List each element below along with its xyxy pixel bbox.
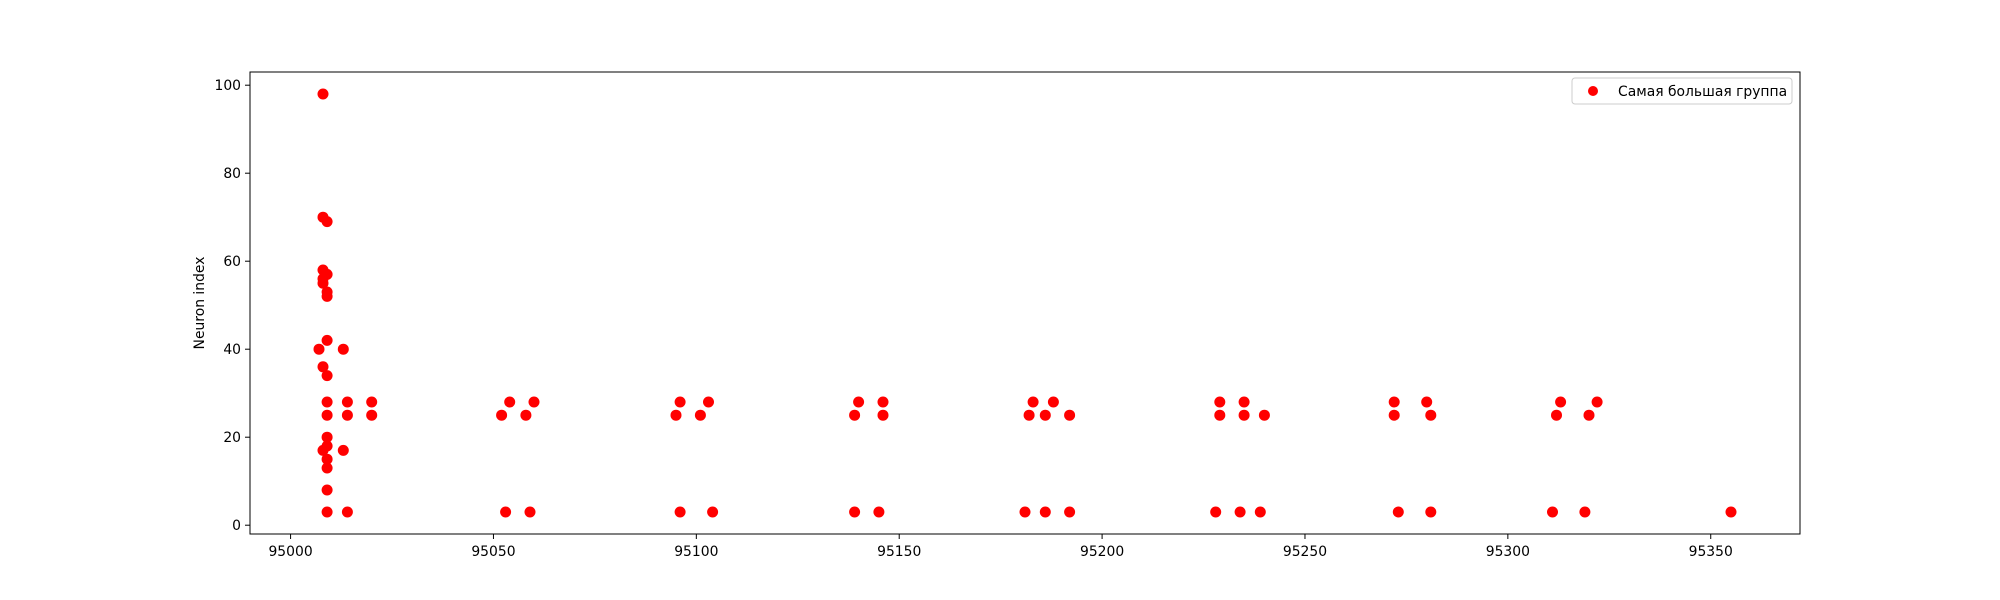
data-point xyxy=(1039,409,1051,421)
data-point xyxy=(1583,409,1595,421)
data-point xyxy=(321,290,333,302)
data-point xyxy=(321,462,333,474)
data-point xyxy=(317,277,329,289)
data-point xyxy=(321,216,333,228)
data-point xyxy=(1425,409,1437,421)
legend-marker xyxy=(1588,86,1598,96)
data-point xyxy=(317,88,329,100)
legend: Самая большая группа xyxy=(1571,77,1793,105)
data-point xyxy=(1019,506,1031,518)
plot-frame xyxy=(249,71,1801,535)
data-point xyxy=(321,409,333,421)
y-tick-label: 0 xyxy=(232,518,241,534)
data-point xyxy=(1388,396,1400,408)
data-point xyxy=(321,506,333,518)
data-point xyxy=(524,506,536,518)
data-point xyxy=(1064,506,1076,518)
data-point xyxy=(1047,396,1059,408)
legend-box xyxy=(1571,77,1793,105)
y-tick-label: 100 xyxy=(214,78,241,94)
data-point xyxy=(1254,506,1266,518)
data-point xyxy=(313,343,325,355)
data-point xyxy=(317,361,329,373)
y-tick-label: 60 xyxy=(223,254,241,270)
data-point xyxy=(337,343,349,355)
data-point xyxy=(703,396,714,408)
data-point xyxy=(1234,506,1246,518)
data-point xyxy=(1547,506,1558,518)
data-point xyxy=(1421,396,1433,408)
data-point xyxy=(674,506,686,518)
data-point xyxy=(317,444,329,456)
data-point xyxy=(1551,409,1562,421)
data-point xyxy=(321,370,333,382)
data-point xyxy=(366,409,378,421)
x-tick-label: 95350 xyxy=(1689,544,1733,560)
data-point xyxy=(1210,506,1222,518)
x-axis: 95000 95050 95100 95150 95200 95250 95300 95350 xyxy=(268,534,1733,560)
data-point xyxy=(877,409,889,421)
data-point xyxy=(1064,409,1076,421)
data-point xyxy=(694,409,706,421)
data-point xyxy=(1591,396,1603,408)
data-point xyxy=(1388,409,1400,421)
x-tick-label: 95000 xyxy=(268,544,312,560)
data-point xyxy=(1238,396,1250,408)
data-point xyxy=(1023,409,1035,421)
data-point xyxy=(849,506,861,518)
y-tick-label: 40 xyxy=(223,342,241,358)
data-point xyxy=(1579,506,1591,518)
data-point xyxy=(1214,409,1226,421)
data-point xyxy=(341,409,353,421)
data-point xyxy=(873,506,885,518)
data-point xyxy=(1725,506,1737,518)
data-point xyxy=(496,409,508,421)
y-tick-label: 80 xyxy=(223,166,241,182)
data-point xyxy=(321,431,333,443)
x-tick-label: 95100 xyxy=(674,544,718,560)
points-layer xyxy=(313,88,1737,518)
x-tick-label: 95200 xyxy=(1080,544,1124,560)
plot-area xyxy=(250,72,1800,534)
x-tick-label: 95300 xyxy=(1486,544,1530,560)
data-point xyxy=(1238,409,1250,421)
data-point xyxy=(1425,506,1437,518)
data-point xyxy=(504,396,516,408)
data-point xyxy=(1214,396,1226,408)
data-point xyxy=(321,484,333,496)
data-point xyxy=(670,409,682,421)
data-point xyxy=(528,396,540,408)
data-point xyxy=(321,334,333,346)
data-point xyxy=(520,409,532,421)
data-point xyxy=(877,396,889,408)
y-axis: 0 20 40 60 80 100 xyxy=(214,78,250,534)
data-point xyxy=(366,396,378,408)
data-point xyxy=(321,396,333,408)
x-tick-label: 95150 xyxy=(877,544,921,560)
y-axis-label: Neuron index xyxy=(192,257,208,350)
legend-label: Самая большая группа xyxy=(1618,84,1787,100)
data-point xyxy=(1392,506,1404,518)
data-point xyxy=(849,409,861,421)
y-tick-label: 20 xyxy=(223,430,241,446)
data-point xyxy=(341,396,353,408)
data-point xyxy=(337,444,349,456)
data-point xyxy=(674,396,686,408)
data-point xyxy=(853,396,865,408)
x-tick-label: 95050 xyxy=(471,544,515,560)
data-point xyxy=(321,453,333,465)
data-point xyxy=(341,506,353,518)
data-point xyxy=(1258,409,1270,421)
data-point xyxy=(707,506,719,518)
x-tick-label: 95250 xyxy=(1283,544,1327,560)
data-point xyxy=(1039,506,1051,518)
data-point xyxy=(1027,396,1039,408)
data-point xyxy=(1555,396,1567,408)
data-point xyxy=(500,506,512,518)
